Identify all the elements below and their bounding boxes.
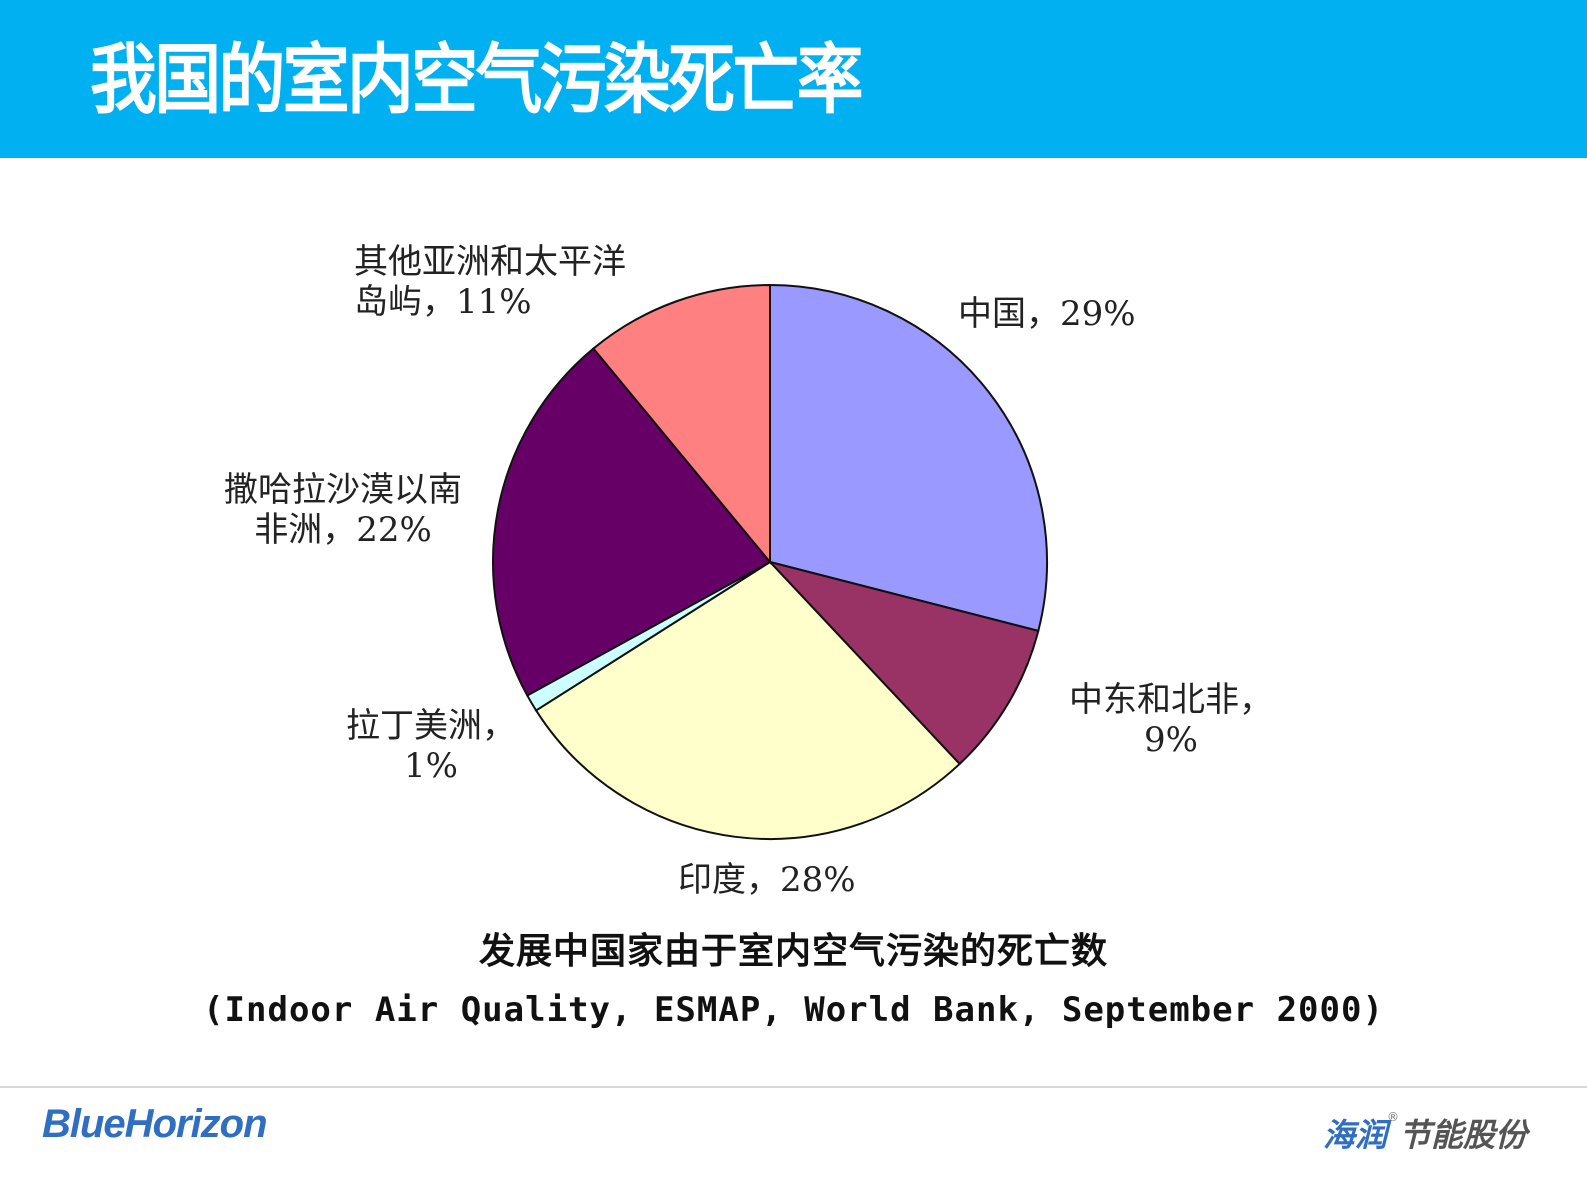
- label-other-asia-line1: 其他亚洲和太平洋: [354, 242, 626, 282]
- pie-slices: [492, 283, 1048, 840]
- label-latin-america-line2: 1%: [404, 746, 458, 786]
- label-latin-america: 拉丁美洲， 1%: [336, 706, 526, 786]
- pie-slice-india: [534, 560, 962, 840]
- label-mena-line1: 中东和北非，: [1069, 680, 1273, 720]
- pie-slice-other-asia-pacific: [592, 283, 771, 565]
- slide-title: 我国的室内空气污染死亡率: [90, 35, 864, 124]
- title-bar: 我国的室内空气污染死亡率: [0, 0, 1587, 158]
- label-mena: 中东和北非， 9%: [1056, 680, 1286, 760]
- hairun-logo-blue: 海润: [1322, 1116, 1387, 1154]
- registered-mark-icon: ®: [1386, 1110, 1399, 1124]
- label-china: 中国，29%: [958, 294, 1136, 334]
- label-latin-america-line1: 拉丁美洲，: [346, 706, 516, 746]
- chart-source: (Indoor Air Quality, ESMAP, World Bank, …: [203, 990, 1384, 1030]
- chart-caption: 发展中国家由于室内空气污染的死亡数: [478, 931, 1108, 972]
- label-subsaharan-line1: 撒哈拉沙漠以南: [224, 470, 462, 510]
- label-china-text: 中国，29%: [958, 294, 1136, 334]
- label-mena-line2: 9%: [1144, 720, 1198, 760]
- hairun-logo: 海润®节能股份: [1323, 1110, 1527, 1156]
- pie-slice-mena: [766, 560, 1040, 766]
- label-subsaharan-line2: 非洲，22%: [254, 510, 432, 550]
- label-other-asia-pacific: 其他亚洲和太平洋 岛屿，11%: [354, 242, 626, 322]
- label-india: 印度，28%: [678, 860, 856, 900]
- label-india-text: 印度，28%: [678, 860, 856, 900]
- pie-slice-subsaharan-africa: [492, 347, 772, 697]
- footer-divider: [0, 1086, 1587, 1088]
- hairun-logo-gray: 节能股份: [1398, 1116, 1527, 1154]
- bluehorizon-logo: BlueHorizon: [42, 1102, 268, 1146]
- pie-slice-china: [769, 283, 1048, 633]
- label-other-asia-line2: 岛屿，11%: [354, 282, 532, 322]
- label-subsaharan-africa: 撒哈拉沙漠以南 非洲，22%: [198, 470, 488, 550]
